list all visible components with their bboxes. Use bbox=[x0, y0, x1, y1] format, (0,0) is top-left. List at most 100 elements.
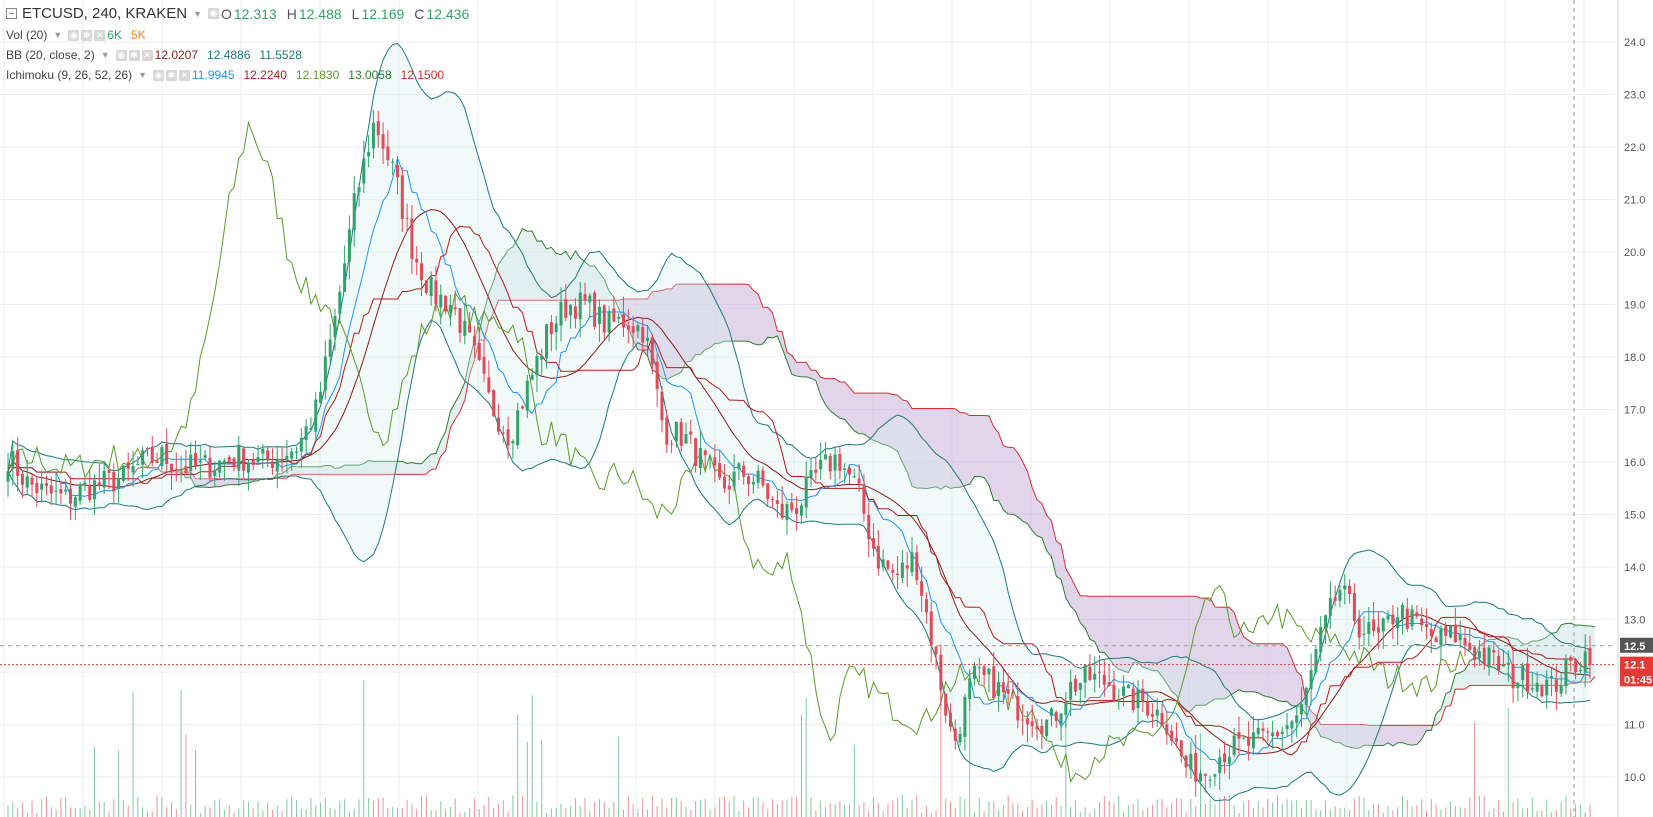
volume-bar bbox=[60, 798, 62, 817]
candle-body bbox=[626, 325, 630, 330]
volume-bar bbox=[1329, 809, 1331, 817]
candle-body bbox=[747, 476, 751, 485]
candle-body bbox=[1372, 619, 1376, 632]
eye-icon[interactable]: ◉ bbox=[153, 69, 164, 81]
cloud-segment bbox=[1590, 625, 1595, 683]
candle-body bbox=[189, 454, 193, 471]
volume-bar bbox=[1233, 805, 1235, 817]
cloud-segment bbox=[407, 462, 412, 475]
volume-bar bbox=[392, 806, 394, 817]
candle-body bbox=[285, 455, 289, 461]
volume-bar bbox=[661, 798, 663, 817]
candle-body bbox=[323, 356, 327, 391]
volume-bar bbox=[151, 811, 153, 817]
candle-body bbox=[1420, 618, 1424, 626]
candle-body bbox=[1285, 725, 1289, 729]
bb-indicator-name[interactable]: BB (20, close, 2) bbox=[6, 48, 95, 62]
cloud-segment bbox=[219, 478, 225, 487]
candle-body bbox=[1348, 585, 1352, 595]
candle-body bbox=[117, 478, 121, 489]
eye-icon[interactable]: ◉ bbox=[68, 29, 80, 41]
gear-icon[interactable]: ✱ bbox=[81, 29, 93, 41]
volume-bar bbox=[1219, 797, 1221, 817]
cloud-segment bbox=[580, 258, 586, 301]
candle-body bbox=[1304, 687, 1308, 705]
candle-body bbox=[35, 482, 39, 494]
candle-body bbox=[213, 470, 217, 476]
candle-body bbox=[88, 484, 92, 500]
cloud-segment bbox=[892, 394, 898, 452]
chevron-down-icon[interactable]: ▼ bbox=[53, 30, 63, 40]
candle-body bbox=[1501, 664, 1505, 667]
volume-bar bbox=[1474, 722, 1476, 817]
cloud-segment bbox=[1200, 598, 1206, 706]
candle-body bbox=[11, 451, 15, 469]
volume-bar bbox=[945, 798, 947, 817]
candle-body bbox=[299, 437, 303, 452]
candle-body bbox=[621, 314, 625, 328]
cloud-segment bbox=[1349, 724, 1355, 749]
volume-bar bbox=[344, 799, 346, 817]
chevron-down-icon[interactable]: ▼ bbox=[100, 50, 110, 60]
gear-icon[interactable]: ✱ bbox=[166, 69, 177, 81]
volume-bar bbox=[550, 808, 552, 817]
eye-icon[interactable]: ◉ bbox=[207, 8, 219, 19]
symbol-title[interactable]: ETCUSD, 240, KRAKEN bbox=[22, 5, 188, 22]
volume-bar bbox=[122, 799, 124, 817]
candle-body bbox=[1516, 682, 1520, 689]
candle-body bbox=[1295, 715, 1299, 723]
collapse-legend-icon[interactable] bbox=[6, 8, 17, 19]
price-tick-label: 19.0 bbox=[1624, 300, 1645, 312]
candle-body bbox=[1251, 732, 1255, 749]
cloud-segment bbox=[315, 466, 321, 475]
cloud-segment bbox=[431, 453, 436, 470]
cloud-segment bbox=[1402, 725, 1408, 745]
volume-bar bbox=[632, 804, 634, 817]
close-icon[interactable]: ✕ bbox=[179, 69, 190, 81]
candle-body bbox=[554, 323, 558, 333]
cloud-segment bbox=[604, 279, 610, 301]
vol-indicator-name[interactable]: Vol (20) bbox=[6, 28, 48, 42]
chevron-down-icon[interactable]: ▼ bbox=[193, 8, 202, 19]
volume-bar bbox=[267, 802, 269, 817]
candle-body bbox=[814, 469, 818, 473]
cloud-segment bbox=[1416, 725, 1422, 745]
candle-body bbox=[905, 565, 909, 569]
ichimoku-indicator-name[interactable]: Ichimoku (9, 26, 52, 26) bbox=[6, 68, 133, 82]
volume-bar bbox=[526, 741, 528, 817]
candle-body bbox=[222, 460, 226, 464]
close-icon[interactable]: ✕ bbox=[141, 49, 153, 61]
candle-body bbox=[482, 357, 486, 374]
close-icon[interactable]: ✕ bbox=[94, 29, 106, 41]
candle-body bbox=[83, 482, 87, 485]
cloud-segment bbox=[464, 358, 470, 401]
candle-body bbox=[343, 263, 347, 292]
cloud-segment bbox=[1219, 607, 1225, 700]
base-line bbox=[7, 225, 1591, 756]
cloud-segment bbox=[1272, 643, 1278, 701]
chevron-down-icon[interactable]: ▼ bbox=[138, 70, 147, 80]
volume-bar bbox=[190, 804, 192, 817]
volume-bar bbox=[709, 808, 711, 817]
candle-body bbox=[6, 471, 10, 482]
volume-bar bbox=[1450, 801, 1452, 817]
volume-bar bbox=[1074, 800, 1076, 817]
volume-bar bbox=[570, 805, 572, 817]
eye-icon[interactable]: ◉ bbox=[115, 49, 127, 61]
candle-body bbox=[1242, 737, 1246, 739]
vol-row: Vol (20) ▼ ◉ ✱ ✕ 6K 5K bbox=[6, 28, 155, 42]
gear-icon[interactable]: ✱ bbox=[128, 49, 140, 61]
cloud-segment bbox=[1051, 520, 1057, 577]
volume-bar bbox=[546, 812, 548, 817]
candle-body bbox=[968, 678, 972, 700]
volume-bar bbox=[1517, 798, 1519, 817]
volume-bar bbox=[1161, 798, 1163, 817]
candle-body bbox=[1016, 695, 1020, 721]
volume-bar bbox=[1113, 802, 1115, 817]
volume-bar bbox=[512, 795, 514, 817]
candle-body bbox=[1468, 642, 1472, 651]
cloud-segment bbox=[666, 288, 672, 380]
cloud-segment bbox=[758, 294, 763, 345]
